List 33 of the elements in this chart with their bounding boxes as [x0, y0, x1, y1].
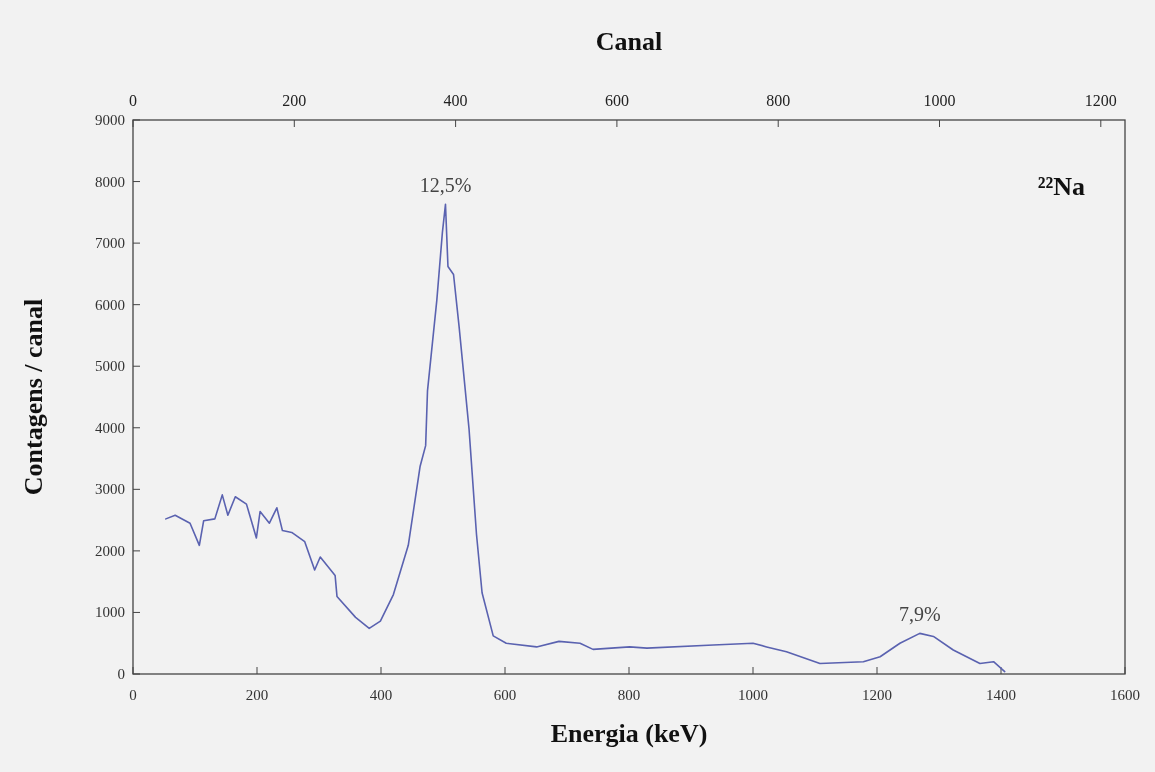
y-tick-label: 9000	[95, 112, 125, 128]
x-tick-label: 0	[129, 687, 137, 703]
x2-tick-label: 800	[766, 92, 791, 109]
y-axis-title: Contagens / canal	[19, 298, 48, 496]
x-tick-label: 1000	[738, 687, 768, 703]
x2-tick-label: 600	[604, 92, 629, 109]
y-tick-label: 6000	[95, 296, 125, 313]
x2-tick-label: 400	[443, 92, 468, 109]
x-tick-label: 400	[369, 687, 393, 703]
y-tick-label: 5000	[95, 358, 125, 375]
x2-tick-label: 1000	[923, 92, 956, 109]
annotation: 7,9%	[898, 603, 941, 626]
x-tick-label: 1600	[1110, 687, 1140, 703]
y-tick-label: 7000	[95, 235, 125, 252]
x2-tick-label: 1200	[1084, 92, 1117, 109]
annotation: ²²Na	[1037, 172, 1085, 201]
x-axis-title: Energia (keV)	[550, 719, 708, 748]
x2-tick-label: 200	[282, 92, 307, 109]
y-tick-label: 1000	[95, 604, 125, 621]
x2-tick-label: 0	[129, 92, 137, 109]
annotation: 12,5%	[419, 174, 472, 197]
line-series	[165, 203, 1006, 673]
y-tick-label: 3000	[95, 481, 125, 498]
y-tick-label: 8000	[95, 173, 125, 190]
x2-axis-title: Canal	[595, 27, 663, 56]
y-tick-label: 2000	[95, 542, 125, 559]
x-tick-label: 1400	[986, 687, 1016, 703]
x-tick-label: 1200	[862, 687, 892, 703]
x-tick-label: 600	[493, 687, 517, 703]
x-tick-label: 800	[617, 687, 641, 703]
y-tick-label: 4000	[95, 419, 125, 436]
y-tick-label: 0	[117, 666, 125, 682]
x-tick-label: 200	[245, 687, 269, 703]
